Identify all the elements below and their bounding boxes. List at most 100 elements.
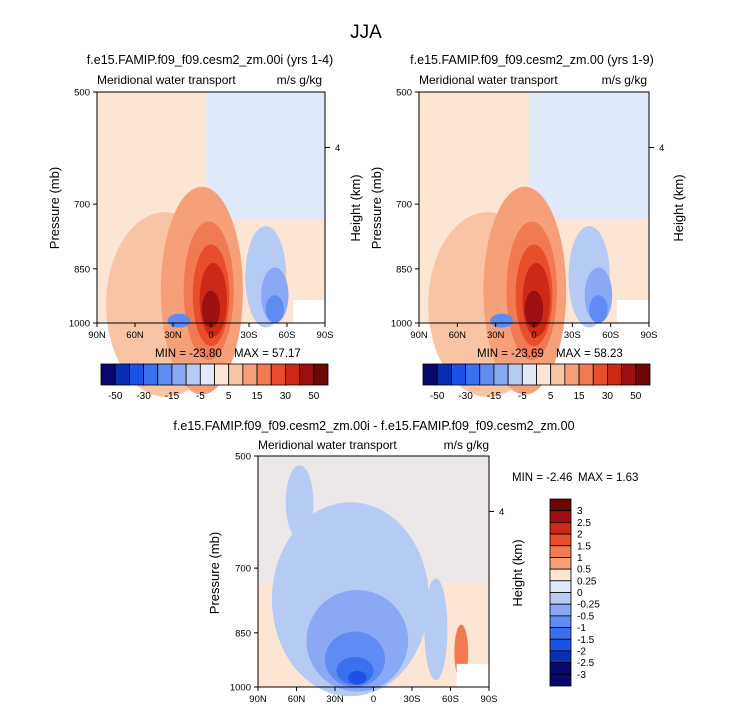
panel-2-colorbar: -50 -30 -15 -5 5 15 30 50 bbox=[422, 363, 651, 402]
colorbar-box bbox=[299, 363, 315, 386]
x-tick-label: 60N bbox=[126, 330, 144, 341]
colorbar-label: 0.25 bbox=[577, 576, 597, 587]
colorbar-label: 5 bbox=[226, 391, 232, 402]
colorbar-label: -30 bbox=[458, 391, 473, 402]
colorbar-box bbox=[422, 363, 438, 386]
colorbar-box bbox=[450, 363, 466, 386]
y2-tick-label: 4 bbox=[335, 143, 340, 154]
colorbar-label: 3 bbox=[577, 506, 583, 517]
colorbar-box bbox=[185, 363, 201, 386]
colorbar-box bbox=[550, 363, 566, 386]
colorbar-box bbox=[100, 363, 116, 386]
x-tick-label: 30S bbox=[404, 694, 421, 705]
colorbar-label: -3 bbox=[577, 670, 586, 681]
colorbar-box bbox=[536, 363, 552, 386]
panel-2-contours bbox=[428, 92, 649, 397]
colorbar-box bbox=[607, 363, 623, 386]
colorbar-box bbox=[270, 363, 286, 386]
contour-region bbox=[265, 295, 284, 324]
colorbar-box bbox=[549, 592, 572, 605]
colorbar-label: -0.5 bbox=[577, 611, 595, 622]
x-tick-label: 60N bbox=[449, 330, 467, 341]
colorbar-box bbox=[549, 650, 572, 664]
colorbar-box bbox=[493, 363, 509, 386]
colorbar-box bbox=[549, 673, 572, 687]
x-tick-label: 30N bbox=[326, 694, 344, 705]
panel-3-colorbar: 32.521.510.50.250-0.25-0.5-1-1.5-2-2.5-3 bbox=[549, 498, 600, 687]
y-tick-label: 850 bbox=[396, 264, 412, 275]
x-tick-label: 90N bbox=[249, 694, 267, 705]
contour-region bbox=[589, 295, 608, 324]
x-tick-label: 90S bbox=[481, 694, 498, 705]
y-tick-label: 1000 bbox=[230, 683, 251, 694]
panel-3-axes: 90N 60N 30N 0 30S 60S 90S 500 700 850 1000 4 bbox=[230, 452, 504, 706]
panel-1-title: f.e15.FAMIP.f09_f09.cesm2_zm.00i (yrs 1-… bbox=[87, 53, 333, 67]
colorbar-label: -30 bbox=[136, 391, 151, 402]
panel-1: f.e15.FAMIP.f09_f09.cesm2_zm.00i (yrs 1-… bbox=[47, 53, 363, 402]
colorbar-box bbox=[549, 533, 572, 547]
figure-title: JJA bbox=[350, 22, 382, 43]
colorbar-box bbox=[549, 557, 572, 570]
colorbar-box bbox=[549, 662, 572, 675]
panel-2-ylabel: Pressure (mb) bbox=[369, 167, 384, 249]
topography-mask bbox=[293, 299, 325, 323]
contour-region bbox=[490, 313, 514, 328]
y-tick-label: 1000 bbox=[391, 319, 412, 330]
contour-region bbox=[348, 670, 367, 685]
panel-2-plot bbox=[418, 91, 650, 397]
colorbar-box bbox=[635, 363, 651, 386]
contour-region bbox=[206, 92, 325, 220]
panel-3-ylabel: Pressure (mb) bbox=[207, 532, 222, 614]
y-tick-label: 700 bbox=[235, 564, 251, 575]
x-tick-label: 0 bbox=[371, 694, 376, 705]
panel-1-colorbar: -50 -30 -15 -5 5 15 30 50 bbox=[100, 363, 329, 402]
colorbar-label: -50 bbox=[430, 391, 445, 402]
contour-region bbox=[201, 290, 221, 328]
colorbar-label: 0 bbox=[577, 588, 583, 599]
colorbar-label: -5 bbox=[518, 391, 527, 402]
x-tick-label: 60N bbox=[288, 694, 306, 705]
colorbar-label: -1 bbox=[577, 623, 586, 634]
x-tick-label: 0 bbox=[208, 330, 213, 341]
topography-mask bbox=[616, 299, 649, 323]
panel-1-left-string: Meridional water transport bbox=[97, 73, 236, 87]
contour-region bbox=[167, 313, 191, 328]
panel-3-plot bbox=[257, 455, 490, 697]
panel-3-min: MIN = -2.46 bbox=[512, 472, 572, 484]
x-tick-label: 30S bbox=[241, 330, 258, 341]
panel-1-axes: 90N 60N 30N 0 30S 60S 90S 500 700 850 1000 4 bbox=[69, 88, 340, 342]
panel-3-y2label: Height (km) bbox=[510, 539, 525, 606]
y-tick-label: 700 bbox=[74, 200, 90, 211]
colorbar-box bbox=[171, 363, 187, 386]
colorbar-box bbox=[549, 603, 572, 617]
colorbar-box bbox=[549, 545, 572, 558]
colorbar-label: 50 bbox=[308, 391, 320, 402]
colorbar-box bbox=[549, 498, 572, 512]
y-tick-label: 500 bbox=[74, 88, 90, 99]
colorbar-box bbox=[549, 638, 572, 652]
colorbar-label: 30 bbox=[602, 391, 614, 402]
y-tick-label: 500 bbox=[235, 452, 251, 463]
x-tick-label: 60S bbox=[279, 330, 296, 341]
colorbar-label: 50 bbox=[630, 391, 642, 402]
colorbar-label: 5 bbox=[548, 391, 554, 402]
colorbar-box bbox=[549, 580, 572, 593]
x-tick-label: 90S bbox=[317, 330, 334, 341]
x-tick-label: 90N bbox=[88, 330, 106, 341]
colorbar-label: -0.25 bbox=[577, 600, 600, 611]
x-tick-label: 90N bbox=[410, 330, 428, 341]
y-tick-label: 1000 bbox=[69, 319, 90, 330]
x-tick-label: 60S bbox=[442, 694, 459, 705]
contour-region bbox=[424, 578, 448, 681]
colorbar-label: 1 bbox=[577, 553, 583, 564]
x-tick-label: 30N bbox=[487, 330, 505, 341]
panel-2-y2label: Height (km) bbox=[671, 174, 686, 241]
x-tick-label: 30N bbox=[164, 330, 182, 341]
colorbar-box bbox=[564, 363, 580, 386]
colorbar-box bbox=[285, 363, 301, 386]
contour-region bbox=[529, 92, 649, 220]
x-tick-label: 30S bbox=[564, 330, 581, 341]
colorbar-label: -1.5 bbox=[577, 635, 595, 646]
panel-2-max: MAX = 58.23 bbox=[556, 348, 623, 360]
y-tick-label: 850 bbox=[74, 264, 90, 275]
